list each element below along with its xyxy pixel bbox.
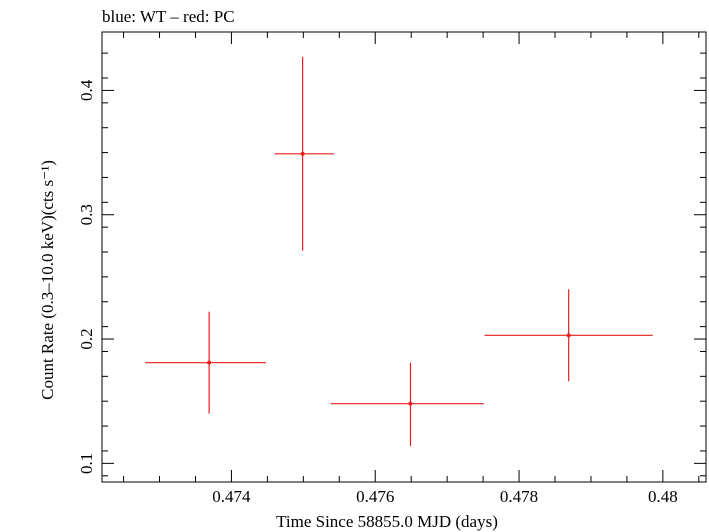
x-tick-label: 0.476 — [356, 487, 394, 506]
y-tick-labels: 0.1 0.2 0.3 0.4 — [77, 79, 96, 474]
plot-frame — [101, 31, 707, 483]
data-point — [408, 401, 413, 406]
data-point — [207, 360, 212, 365]
y-tick-label: 0.2 — [77, 328, 96, 349]
x-tick-label: 0.478 — [500, 487, 538, 506]
data-point — [566, 333, 571, 338]
x-tick-labels: 0.474 0.476 0.478 0.48 — [212, 487, 677, 506]
data-points — [145, 56, 653, 446]
x-tick-label: 0.48 — [648, 487, 678, 506]
y-tick-label: 0.3 — [77, 204, 96, 225]
y-axis-label: Count Rate (0.3–10.0 keV)(cts s⁻¹) — [38, 160, 57, 400]
axis-ticks — [102, 32, 706, 482]
y-tick-label: 0.4 — [77, 79, 96, 101]
chart-title: blue: WT – red: PC — [102, 7, 235, 26]
x-tick-label: 0.474 — [212, 487, 251, 506]
x-axis-label: Time Since 58855.0 MJD (days) — [276, 512, 498, 531]
data-point — [300, 151, 305, 156]
y-tick-label: 0.1 — [77, 453, 96, 474]
